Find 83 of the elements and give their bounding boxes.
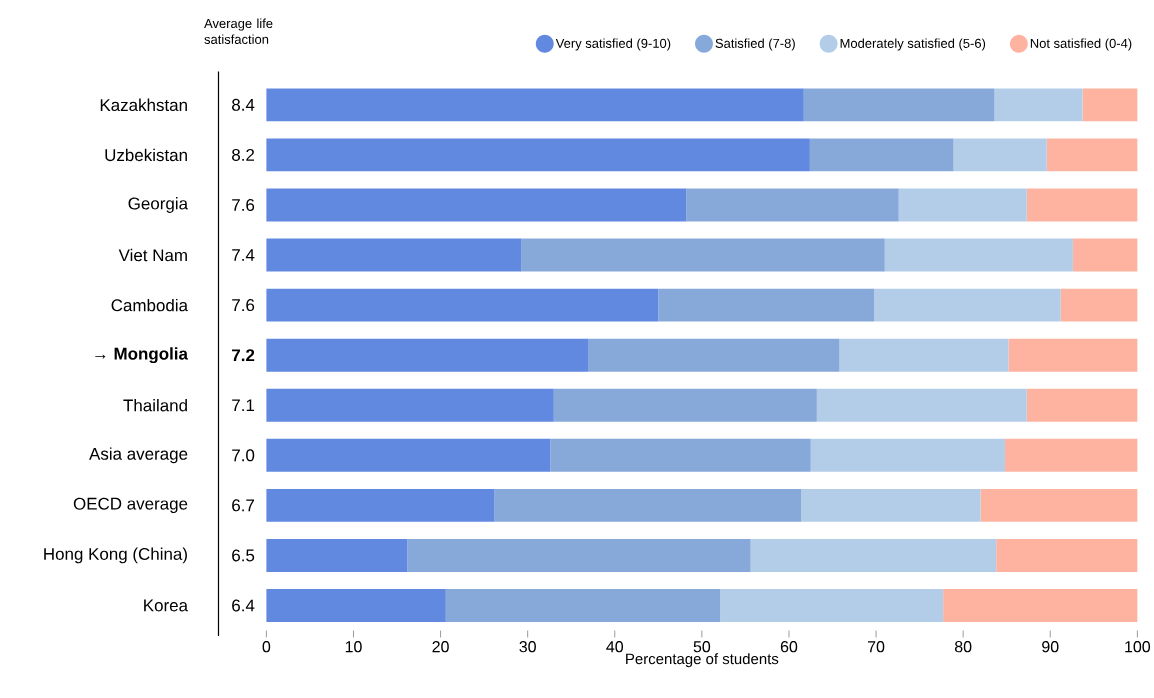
bar [898,188,1027,222]
bar [1004,438,1138,472]
bar [494,488,802,522]
y-tick-label: OECD average [73,497,188,513]
y2-tick-label: 7.4 [232,249,255,261]
y-tick-label: Uzbekistan [105,148,187,161]
bar [750,538,997,572]
x-tick-label: 90 [1042,640,1059,653]
bar [839,338,1009,372]
y2-tick-label: 7.1 [232,399,255,411]
y-tick-label: Georgia [128,196,189,213]
bar [266,588,446,622]
bar [803,88,995,122]
bar [266,238,522,272]
x-tick-label: 70 [868,640,885,653]
bar [1072,238,1138,272]
bar [266,488,495,522]
bar [266,438,551,472]
legend-label: Not satisfied (0-4) [1030,38,1132,51]
y2-tick-label: 7.2 [232,349,255,361]
bar [953,138,1047,172]
bar [266,188,687,222]
bar [266,338,589,372]
bar [266,138,810,172]
y2-tick-label: 6.4 [232,599,255,612]
bar [266,288,659,322]
bar [686,188,899,222]
y2-tick-label: 8.2 [232,148,255,161]
x-tick-label: 50 [693,640,711,653]
x-tick-label: 20 [432,640,449,653]
bar [816,388,1027,422]
y-tick-label: Hong Kong (China) [44,547,187,564]
y-tick-label: Korea [144,599,189,612]
legend-label: Satisfied (7-8) [715,38,795,51]
y2-tick-label: 8.4 [232,98,255,111]
y-tick-label: Thailand [123,398,187,412]
bar [1046,138,1138,172]
bar [994,88,1083,122]
bar [658,288,875,322]
y-tick-label: Kazakhstan [100,98,187,111]
x-tick-label: 100 [1125,640,1151,653]
bar [1026,388,1138,422]
bar [884,238,1073,272]
bar [1060,288,1138,322]
bar [1026,188,1138,222]
y2-tick-label: 7.6 [232,198,255,211]
bar [445,588,721,622]
x-tick-label: 60 [780,640,798,653]
bar [588,338,840,372]
x-tick-label: 40 [606,640,624,653]
y-tick-label: Viet Nam [118,248,187,262]
bar [550,438,811,472]
y-tick-label: → Mongolia [95,347,189,363]
y2-tick-label: 6.5 [232,549,255,562]
y2-tick-label: 6.7 [232,499,255,512]
bar [266,388,554,422]
y2-tick-label: 7.0 [232,449,255,462]
bar [801,488,981,522]
x-axis-title: Percentage of students [626,653,779,667]
x-tick-label: 10 [345,640,362,653]
legend-label: Moderately satisfied (5-6) [840,38,986,51]
x-tick-label: 30 [519,640,536,653]
bar [1082,88,1138,122]
y-tick-label: Cambodia [111,298,189,312]
bar [1008,338,1138,372]
bar [996,538,1138,572]
bar [809,138,954,172]
y2-tick-label: 7.6 [232,298,255,311]
bar [266,538,408,572]
y2-axis-title: Average life satisfaction [204,18,273,44]
bar [980,488,1138,522]
bar [720,588,944,622]
bar [266,88,804,122]
bar [943,588,1138,622]
x-tick-label: 0 [262,640,271,653]
bar [874,288,1061,322]
bar [521,238,885,272]
legend-label: Very satisfied (9-10) [555,38,671,51]
bar [810,438,1005,472]
y-tick-label: Asia average [89,447,188,464]
x-tick-label: 80 [954,640,972,653]
bar [553,388,817,422]
bar [407,538,751,572]
